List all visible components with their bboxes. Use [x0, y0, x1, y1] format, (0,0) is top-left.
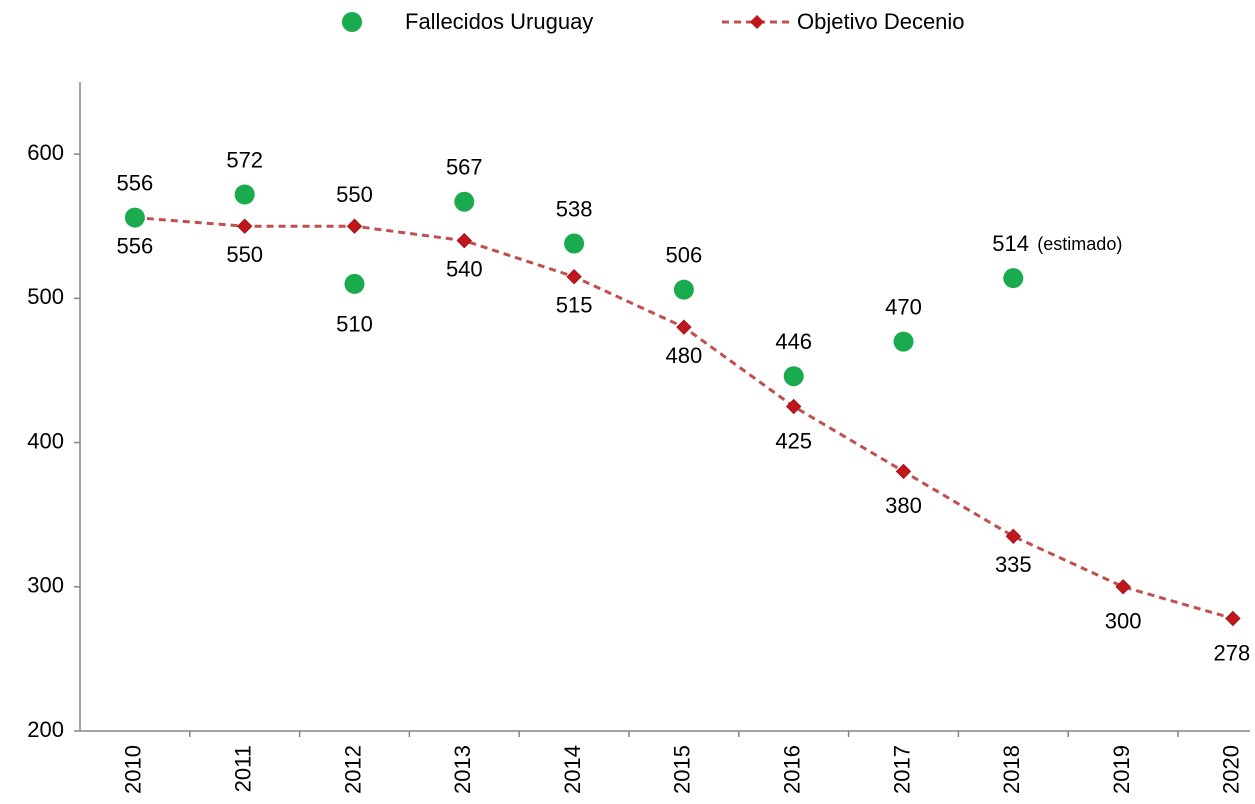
- target-line: [134, 216, 1234, 620]
- death-marker: [454, 191, 475, 212]
- x-tick-label: 2019: [1109, 745, 1134, 794]
- y-tick-label: 600: [27, 140, 64, 165]
- y-tick-label: 300: [27, 573, 64, 598]
- target-marker: [1225, 610, 1241, 627]
- target-value-label: 550: [226, 242, 263, 267]
- x-tick-label: 2018: [999, 745, 1024, 794]
- x-tick-label: 2014: [560, 745, 585, 794]
- death-value-label: 446: [775, 329, 812, 354]
- death-marker: [1003, 268, 1024, 289]
- target-value-label: 300: [1105, 609, 1142, 634]
- x-tick-label: 2015: [670, 745, 695, 794]
- death-marker: [893, 331, 914, 352]
- x-tick-label: 2013: [450, 745, 475, 794]
- legend-marker: [342, 12, 362, 32]
- death-marker: [234, 184, 255, 205]
- target-value-label: 556: [117, 233, 154, 258]
- death-value-label: 572: [226, 147, 263, 172]
- x-tick-label: 2016: [780, 745, 805, 794]
- y-tick-label: 500: [27, 284, 64, 309]
- legend-marker: [750, 15, 764, 29]
- death-value-label: 567: [446, 155, 483, 180]
- death-marker: [783, 366, 804, 387]
- annotation: (estimado): [1037, 234, 1122, 254]
- legend-label: Fallecidos Uruguay: [405, 9, 593, 34]
- death-value-label: 510: [336, 312, 373, 337]
- target-marker: [1005, 528, 1022, 545]
- death-value-label: 470: [885, 294, 922, 319]
- x-tick-label: 2020: [1219, 745, 1244, 794]
- target-marker: [236, 218, 253, 234]
- death-marker: [124, 207, 145, 228]
- death-marker: [673, 279, 694, 300]
- target-value-label: 480: [666, 343, 703, 368]
- y-tick-label: 400: [27, 428, 64, 453]
- target-value-label: 550: [336, 182, 373, 207]
- x-tick-label: 2012: [340, 745, 365, 794]
- x-tick-label: 2017: [889, 745, 914, 794]
- target-marker: [566, 268, 582, 285]
- target-marker: [346, 218, 363, 234]
- target-marker: [895, 463, 912, 480]
- target-value-label: 425: [775, 428, 812, 453]
- target-value-label: 380: [885, 493, 922, 518]
- death-value-label: 506: [666, 242, 703, 267]
- target-value-label: 335: [995, 552, 1032, 577]
- target-marker: [1115, 579, 1131, 595]
- y-tick-label: 200: [27, 717, 64, 742]
- x-tick-label: 2010: [121, 745, 146, 794]
- target-value-label: 540: [446, 256, 483, 281]
- death-value-label: 556: [117, 170, 154, 195]
- legend-label: Objetivo Decenio: [797, 9, 965, 34]
- target-value-label: 278: [1214, 640, 1251, 665]
- death-value-label: 538: [556, 196, 593, 221]
- death-value-label: 514: [992, 231, 1029, 256]
- target-marker: [785, 398, 802, 415]
- target-marker: [456, 232, 473, 249]
- death-marker: [344, 273, 365, 294]
- x-tick-label: 2011: [231, 745, 256, 792]
- target-marker: [676, 319, 692, 335]
- death-marker: [564, 233, 585, 254]
- target-value-label: 515: [556, 293, 593, 318]
